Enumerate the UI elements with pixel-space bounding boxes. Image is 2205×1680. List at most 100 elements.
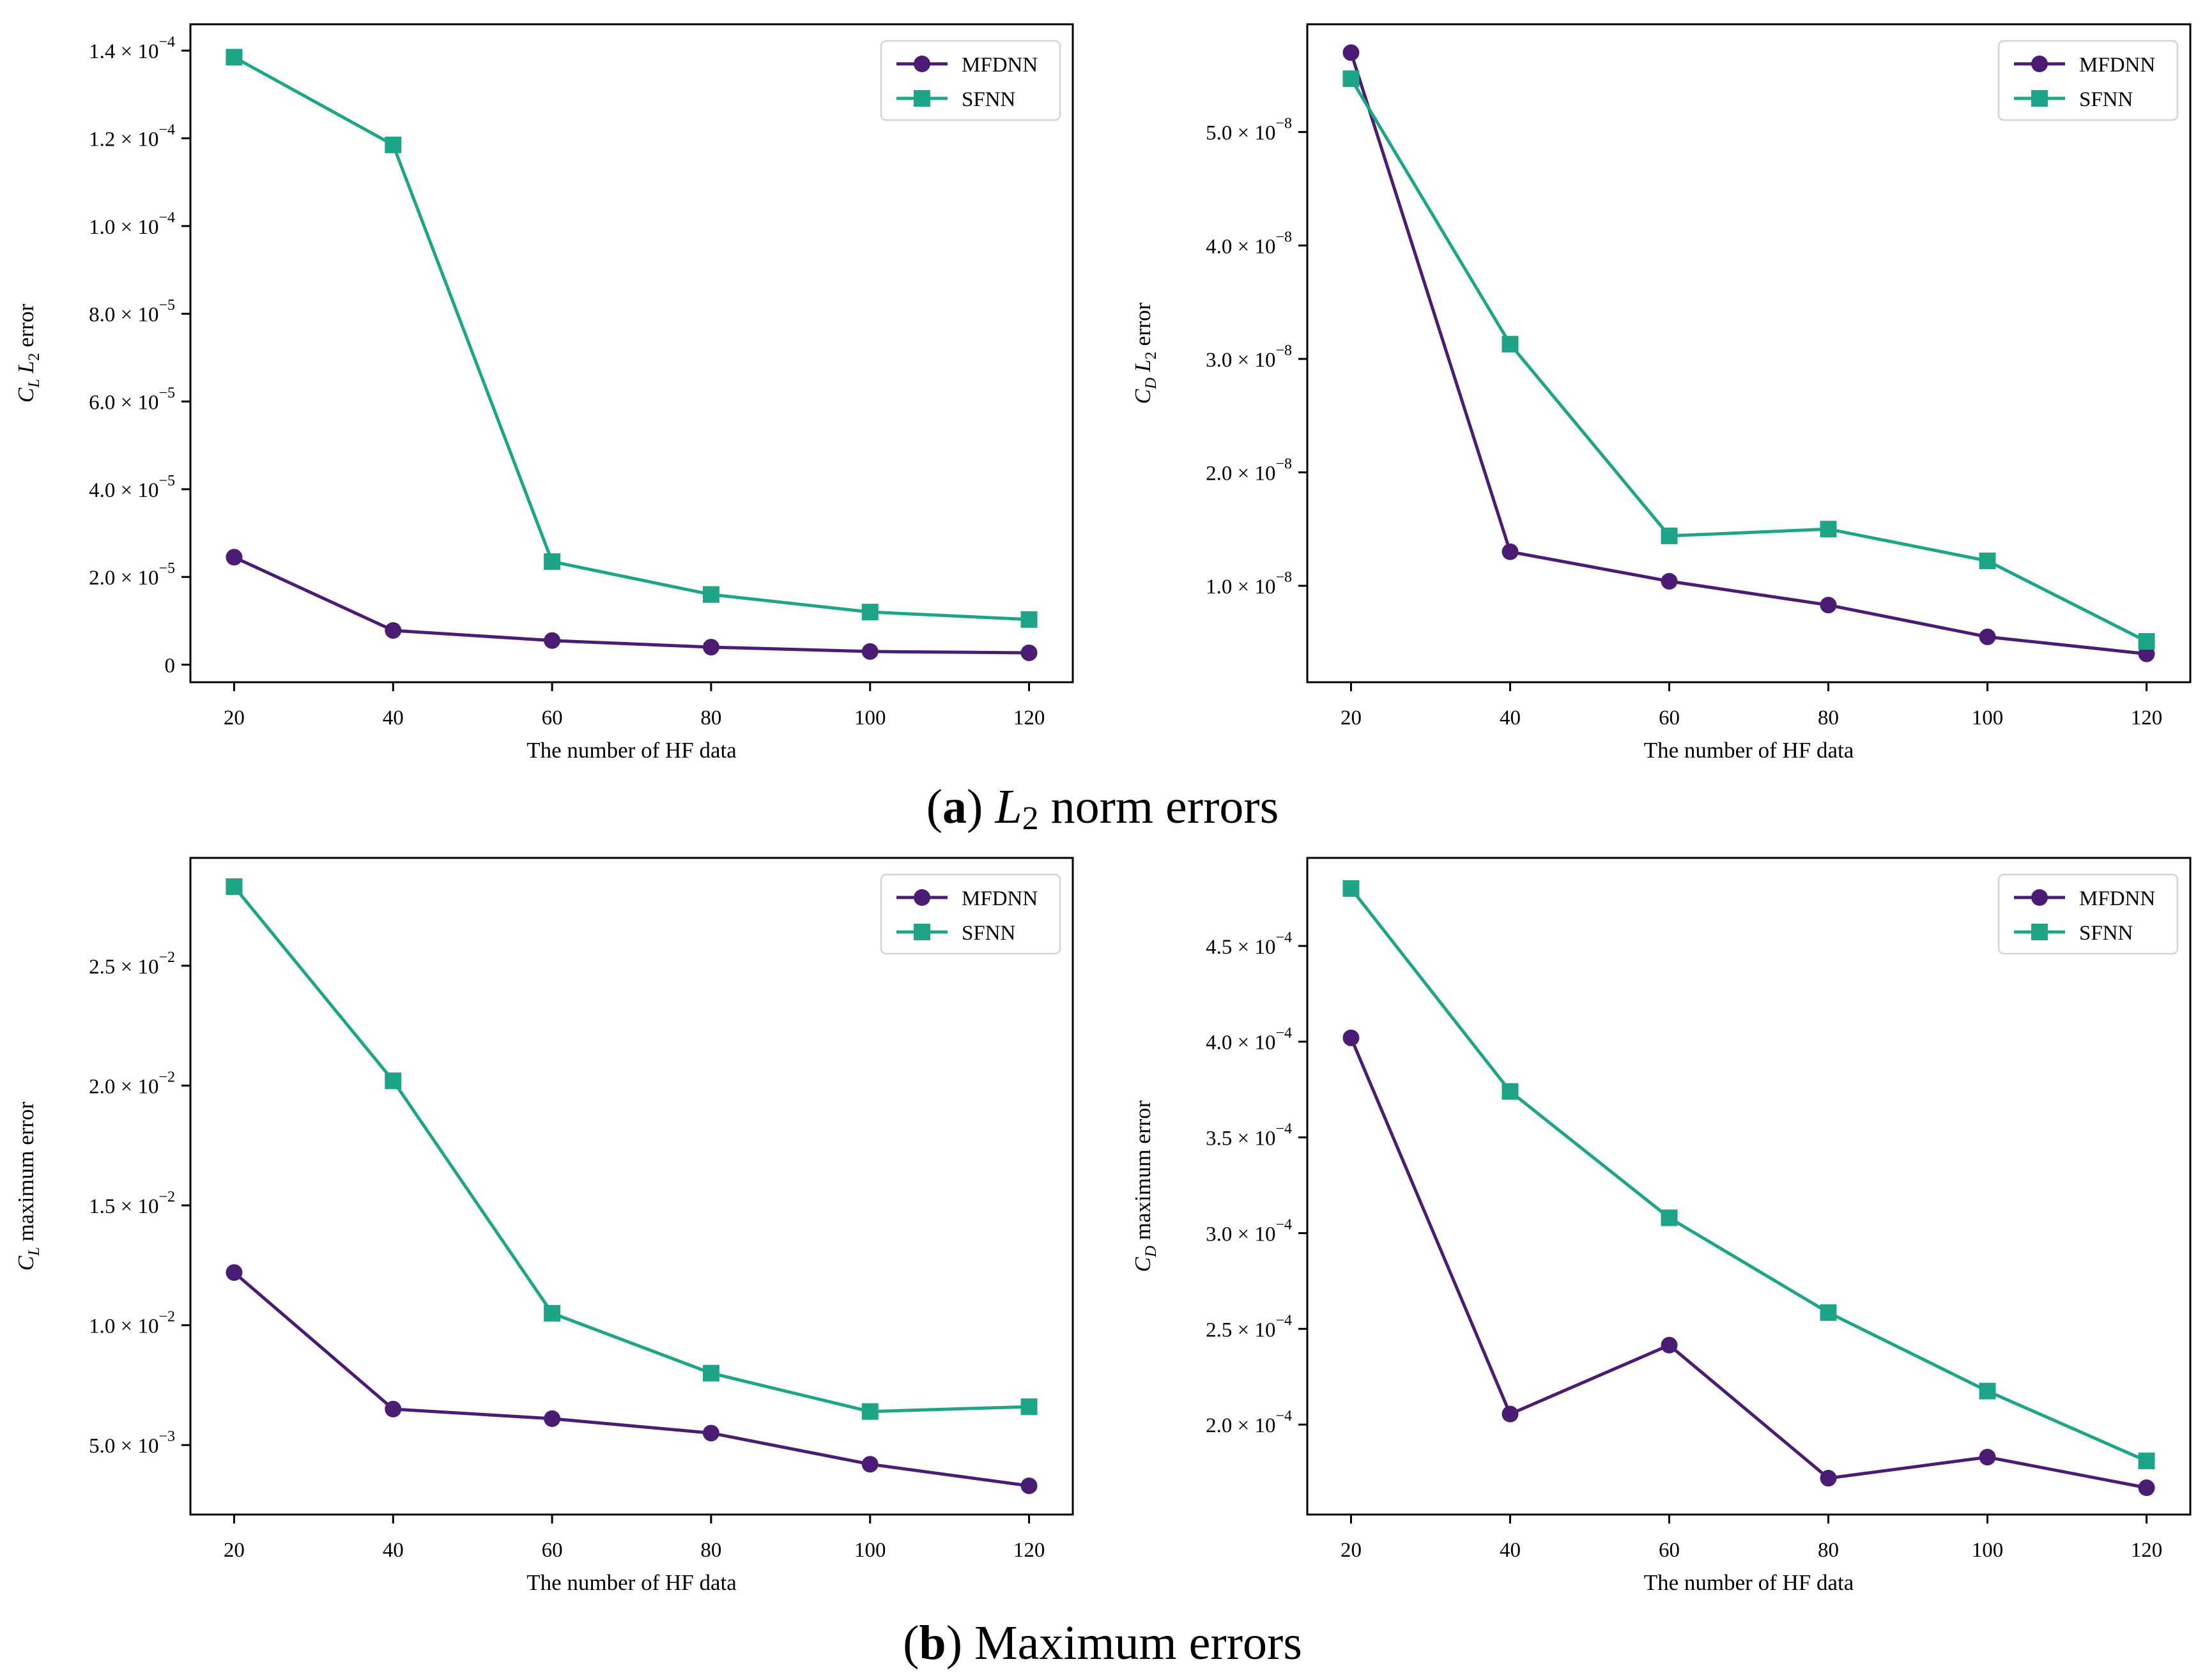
y-tick-mantissa: 5.0 × 10: [89, 1435, 158, 1458]
point-sfnn-100: [861, 604, 879, 621]
point-mfdnn-60: [544, 632, 561, 649]
y-tick-label-2: 3.0 × 10−8: [1206, 342, 1292, 372]
y-tick-exponent: −3: [158, 1428, 175, 1445]
y-tick-exponent: −4: [1275, 1312, 1292, 1329]
caption-a-math: L: [995, 780, 1022, 834]
x-tick-label-20: 20: [1341, 1539, 1362, 1562]
legend-marker-sfnn: [2031, 90, 2048, 107]
axes-frame: [1306, 857, 2192, 1516]
series-line-mfdnn: [1349, 52, 2147, 656]
y-tick-exponent: −5: [158, 560, 175, 577]
y-tick-mantissa: 2.0 × 10: [89, 1075, 158, 1098]
y-tick-mantissa: 4.0 × 10: [1206, 1032, 1275, 1055]
caption-a-letter: a: [942, 780, 967, 834]
y-tick-label-4: 4.0 × 10−4: [1206, 1025, 1292, 1055]
x-axis-label: The number of HF data: [526, 1570, 737, 1595]
y-tick-mantissa: 0: [165, 655, 176, 678]
y-label-symbol: C: [1130, 1256, 1155, 1272]
y-label-subscript: D: [1142, 1246, 1160, 1258]
legend-marker-sfnn: [2031, 924, 2048, 940]
point-sfnn-40: [1502, 335, 1519, 353]
x-tick-label-40: 40: [1500, 1539, 1521, 1562]
y-tick-mantissa: 1.5 × 10: [89, 1195, 158, 1218]
point-mfdnn-80: [702, 1424, 719, 1442]
y-tick-exponent: −2: [158, 1309, 175, 1325]
y-tick-exponent: −8: [1275, 116, 1292, 132]
y-tick-exponent: −8: [1275, 229, 1292, 245]
x-axis-label: The number of HF data: [1644, 738, 1854, 763]
legend-label-sfnn: SFNN: [962, 922, 1016, 945]
point-mfdnn-20: [1342, 44, 1360, 61]
y-tick-label-5: 1.0 × 10−4: [89, 210, 175, 239]
point-sfnn-60: [1661, 1209, 1678, 1226]
y-tick-mantissa: 1.4 × 10: [89, 40, 158, 63]
y-label-symbol: C: [1130, 388, 1155, 404]
point-sfnn-120: [2138, 633, 2155, 650]
y-tick-exponent: −2: [158, 949, 175, 966]
y-tick-exponent: −4: [1275, 1408, 1292, 1424]
y-tick-exponent: −2: [158, 1189, 175, 1205]
y-tick-label-6: 1.2 × 10−4: [89, 122, 175, 151]
y-tick-exponent: −8: [1275, 455, 1292, 472]
y-tick-exponent: −5: [158, 297, 175, 314]
x-tick-label-100: 100: [1972, 706, 2004, 729]
x-tick-label-120: 120: [2131, 1539, 2163, 1562]
point-mfdnn-60: [1661, 572, 1678, 590]
x-tick-label-20: 20: [1341, 706, 1362, 729]
point-mfdnn-100: [861, 643, 879, 660]
x-tick-label-120: 120: [2131, 706, 2163, 729]
y-label-norm-subscript: 2: [1142, 351, 1160, 360]
point-sfnn-60: [544, 1304, 561, 1322]
y-tick-exponent: −5: [158, 473, 175, 489]
point-sfnn-20: [226, 878, 243, 896]
x-tick-label-60: 60: [1659, 1539, 1680, 1562]
axes-frame: [1306, 23, 2192, 683]
point-mfdnn-120: [2138, 1479, 2155, 1497]
point-sfnn-80: [702, 1364, 719, 1382]
y-tick-label-0: 2.0 × 10−4: [1206, 1408, 1292, 1437]
y-tick-mantissa: 4.0 × 10: [1206, 235, 1275, 258]
legend-marker-mfdnn: [914, 889, 930, 906]
y-tick-exponent: −8: [1275, 342, 1292, 359]
caption-a-math-sub: 2: [1022, 800, 1039, 837]
y-tick-exponent: −8: [1275, 569, 1292, 586]
legend-label-mfdnn: MFDNN: [962, 54, 1038, 77]
legend-marker-mfdnn: [2031, 889, 2048, 906]
y-label-text: error: [1130, 302, 1155, 351]
y-label-norm: L: [1130, 360, 1155, 378]
x-tick-label-20: 20: [224, 1539, 245, 1562]
y-tick-label-4: 8.0 × 10−5: [89, 297, 175, 326]
point-sfnn-100: [1979, 552, 1996, 569]
y-label-text: maximum error: [13, 1101, 38, 1247]
point-sfnn-20: [226, 49, 243, 66]
point-sfnn-100: [861, 1403, 879, 1420]
series-line-mfdnn: [233, 556, 1029, 655]
y-label-subscript: L: [26, 1247, 43, 1256]
point-mfdnn-120: [1020, 1477, 1038, 1494]
legend-marker-sfnn: [914, 924, 930, 940]
legend-label-sfnn: SFNN: [2079, 88, 2133, 111]
point-mfdnn-100: [1979, 1449, 1996, 1466]
x-tick-label-40: 40: [383, 1539, 404, 1562]
series-line-sfnn: [233, 56, 1029, 622]
y-tick-label-0: 0: [165, 655, 176, 678]
y-tick-mantissa: 2.0 × 10: [1206, 1414, 1275, 1437]
y-tick-label-5: 4.5 × 10−4: [1206, 929, 1292, 959]
y-tick-mantissa: 4.0 × 10: [89, 479, 158, 502]
legend-label-sfnn: SFNN: [2079, 922, 2133, 945]
caption-b-text: Maximum errors: [962, 1616, 1302, 1670]
point-mfdnn-20: [226, 549, 243, 566]
y-tick-mantissa: 1.2 × 10: [89, 128, 158, 151]
x-tick-label-80: 80: [1818, 1539, 1839, 1562]
x-tick-label-120: 120: [1013, 706, 1045, 729]
x-tick-label-80: 80: [700, 1539, 721, 1562]
y-label-text: maximum error: [1130, 1100, 1155, 1246]
series-line-mfdnn: [233, 1271, 1029, 1488]
y-label-norm: L: [13, 361, 38, 379]
point-sfnn-40: [1502, 1083, 1519, 1100]
y-tick-mantissa: 6.0 × 10: [89, 392, 158, 415]
